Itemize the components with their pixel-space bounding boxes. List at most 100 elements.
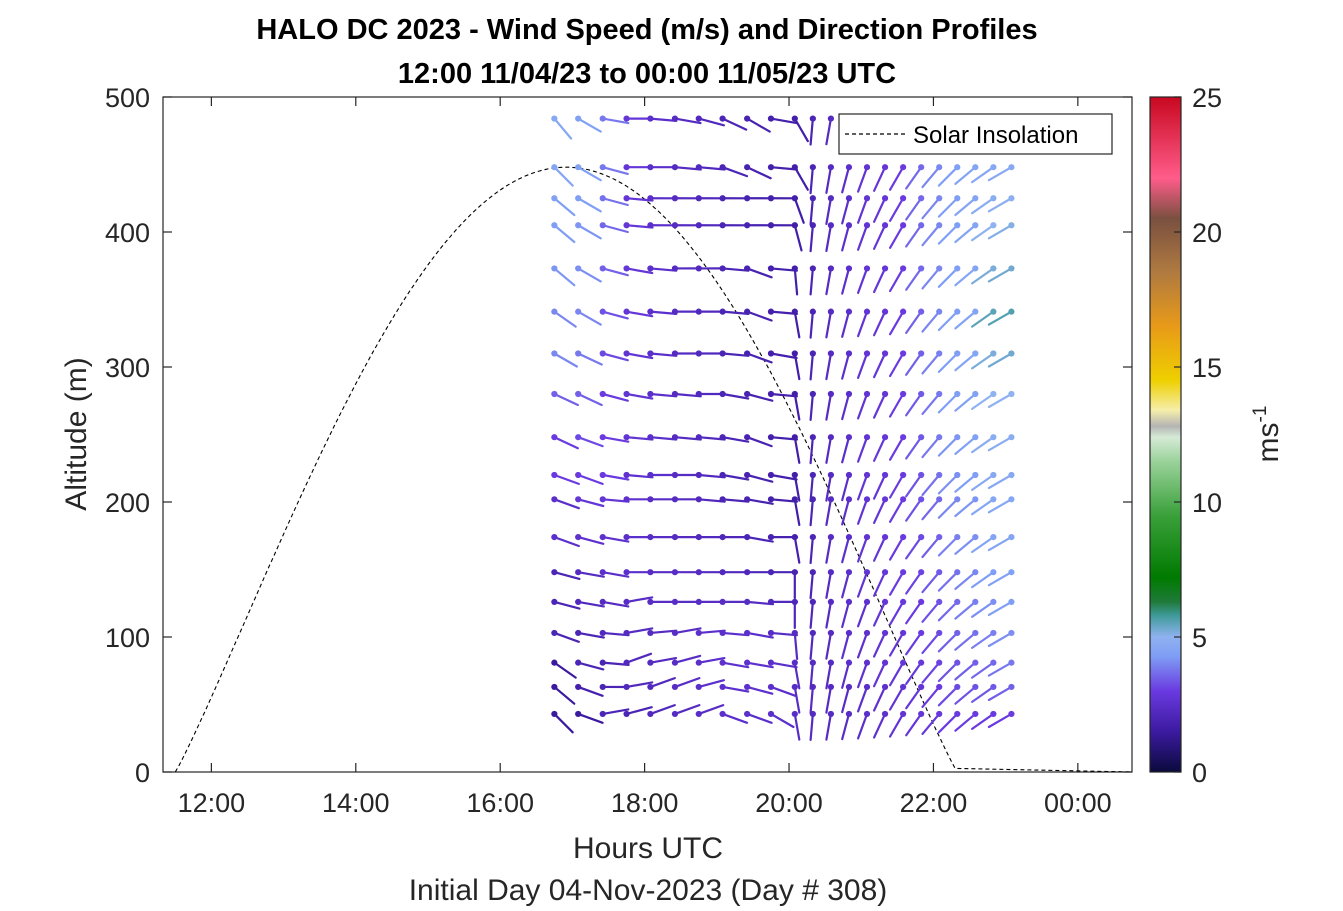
wind-barb-dot: [990, 308, 997, 315]
wind-barb-dot: [719, 683, 726, 691]
wind-barb-shaft: [553, 197, 576, 217]
wind-barb-dot: [575, 222, 582, 229]
wind-barb-shaft: [954, 631, 977, 651]
wind-barb-dot: [719, 195, 726, 202]
wind-barb-shaft: [954, 310, 977, 330]
wind-barb-shaft: [673, 117, 702, 125]
wind-barb-dot: [767, 710, 775, 718]
wind-barb-dot: [767, 471, 775, 479]
colorbar-tick-label: 0: [1192, 758, 1207, 788]
wind-barb-dot: [1008, 534, 1015, 541]
wind-barb-dot: [695, 534, 702, 541]
wind-barb-dot: [647, 659, 654, 666]
y-axis-ticks: 0 100 200 300 400 500: [105, 83, 1132, 788]
wind-barb-shaft: [970, 392, 995, 410]
wind-barb-shaft: [769, 352, 798, 360]
wind-barb-dot: [1008, 390, 1015, 398]
wind-barb-dot: [647, 390, 654, 398]
wind-barb-shaft: [856, 631, 869, 659]
wind-barb-shaft: [905, 392, 923, 417]
wind-barb-shaft: [601, 473, 630, 481]
wind-barb-dot: [671, 496, 679, 503]
wind-barb-shaft: [721, 117, 748, 131]
wind-barb-shaft: [905, 535, 923, 560]
wind-barb-shaft: [746, 352, 773, 364]
wind-barb-shaft: [921, 224, 941, 247]
wind-barb-dot: [918, 683, 925, 691]
legend-box: [838, 113, 1113, 155]
wind-barb-dot: [671, 659, 679, 666]
wind-barb-shaft: [809, 473, 814, 502]
colorbar-tick-label: 10: [1192, 488, 1222, 518]
wind-barb-dot: [671, 629, 679, 637]
wind-barb-dot: [881, 710, 889, 718]
wind-barb-dot: [695, 471, 702, 479]
wind-barb-dot: [647, 569, 654, 576]
wind-barb-shaft: [872, 498, 887, 525]
wind-barb-shaft: [987, 473, 1013, 490]
wind-profile: [719, 115, 750, 724]
wind-barb-dot: [623, 683, 630, 691]
wind-barb-dot: [900, 471, 907, 479]
wind-barb-dot: [990, 569, 997, 576]
wind-barb-dot: [575, 496, 582, 503]
wind-barb-shaft: [825, 498, 833, 527]
wind-barb-shaft: [809, 310, 814, 339]
wind-barb-shaft: [577, 117, 602, 133]
wind-barb-shaft: [905, 473, 923, 498]
wind-barb-dot: [791, 308, 798, 315]
wind-barb-dot: [575, 115, 582, 122]
wind-barb-dot: [719, 115, 726, 122]
wind-barb-dot: [863, 434, 871, 441]
wind-barb-shaft: [888, 498, 905, 523]
wind-barb-dot: [647, 683, 654, 691]
wind-barb-shaft: [625, 352, 654, 360]
wind-barb-shaft: [954, 571, 977, 591]
wind-barb-dot: [551, 710, 558, 718]
wind-barb-dot: [845, 534, 853, 541]
wind-barb-dot: [1008, 164, 1015, 171]
wind-barb-dot: [695, 683, 702, 691]
wind-barb-dot: [881, 471, 889, 479]
wind-barb-shaft: [937, 436, 959, 457]
wind-barb-shaft: [721, 661, 750, 669]
wind-barb-dot: [936, 496, 943, 503]
wind-barb-shaft: [793, 661, 801, 690]
wind-barb-shaft: [649, 703, 676, 716]
wind-barb-shaft: [793, 197, 805, 224]
wind-barb-shaft: [577, 352, 603, 366]
wind-barb-dot: [900, 534, 907, 541]
wind-barb-shaft: [649, 267, 678, 272]
wind-barb-dot: [791, 115, 798, 122]
wind-barb-shaft: [841, 498, 851, 526]
wind-barb-dot: [990, 195, 997, 202]
wind-barb-shaft: [649, 392, 678, 398]
wind-barb-dot: [863, 222, 871, 229]
wind-barb-dot: [936, 350, 943, 357]
wind-barb-shaft: [825, 631, 833, 660]
wind-barb-dot: [900, 390, 907, 398]
wind-barb-shaft: [721, 685, 750, 693]
wind-barb-shaft: [841, 224, 851, 252]
wind-barb-shaft: [625, 652, 653, 664]
wind-barb-shaft: [793, 712, 801, 741]
wind-barb-dot: [671, 710, 679, 718]
wind-barb-dot: [918, 471, 925, 479]
wind-barb-dot: [647, 164, 654, 171]
wind-barb-dot: [936, 265, 943, 272]
wind-barb-shaft: [937, 473, 959, 495]
wind-barb-shaft: [793, 224, 803, 252]
wind-barb-shaft: [746, 436, 773, 448]
wind-barb-dot: [972, 629, 979, 637]
wind-barb-dot: [647, 496, 654, 503]
wind-barb-shaft: [856, 166, 869, 193]
wind-barb-shaft: [577, 631, 605, 639]
wind-barb-shaft: [721, 166, 749, 178]
wind-barb-dot: [791, 683, 798, 691]
wind-barb-shaft: [721, 267, 750, 272]
wind-barb-shaft: [746, 661, 774, 669]
wind-barb-dot: [744, 471, 751, 479]
wind-barb-dot: [863, 350, 871, 357]
wind-barb-shaft: [937, 571, 959, 592]
